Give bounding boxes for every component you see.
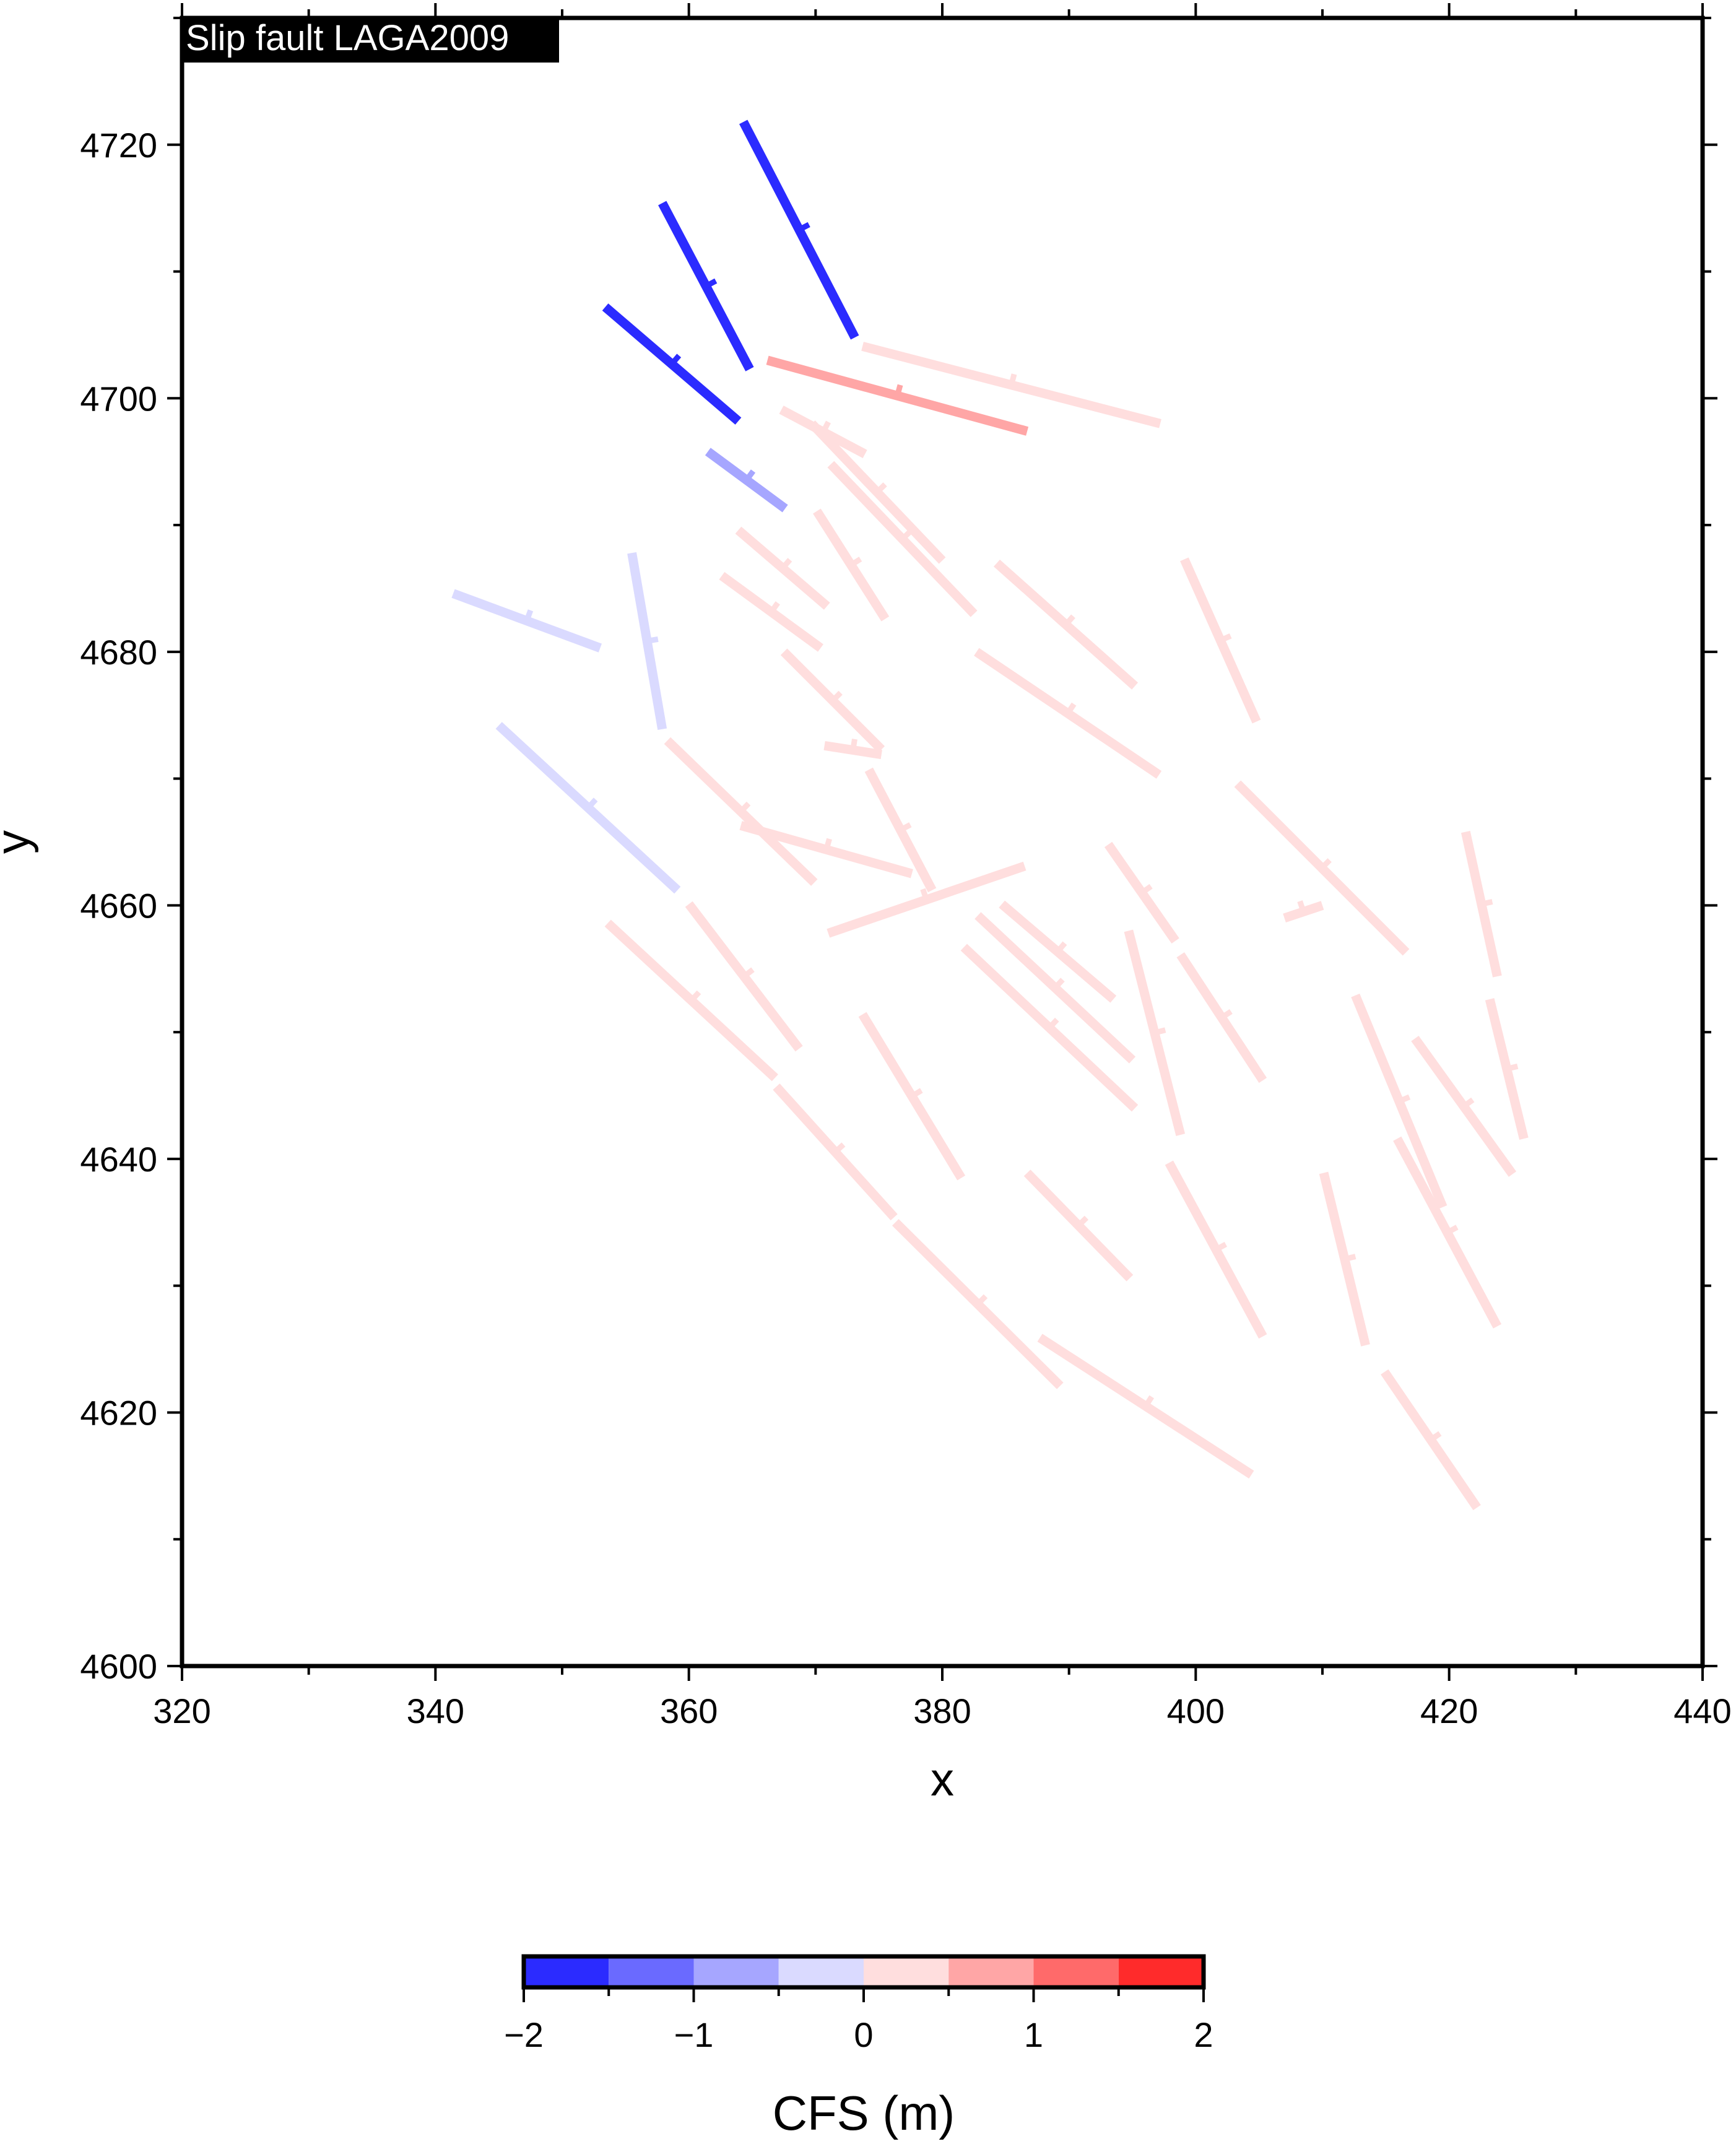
colorbar-bins [524, 1956, 1204, 1987]
fault-dip-tick [689, 990, 701, 1003]
fault-trace [1023, 1170, 1134, 1282]
colorbar-bin [1118, 1956, 1204, 1987]
fault-dip-tick [920, 888, 929, 901]
fault-dip-tick [1055, 941, 1067, 954]
fault-dip-tick [976, 1294, 988, 1306]
x-tick-label: 380 [913, 1691, 971, 1730]
y-axis-title: y [0, 830, 39, 854]
fault-dip-tick [742, 967, 755, 979]
fault-dip-tick [524, 609, 534, 622]
colorbar-tick-label: −2 [504, 2015, 544, 2054]
x-tick-label: 340 [407, 1691, 464, 1730]
fault-dip-tick [910, 1088, 923, 1099]
fault-trace [780, 648, 885, 753]
colorbar-tick-label: 0 [854, 2015, 873, 2054]
colorbar-title: CFS (m) [773, 2086, 955, 2140]
fault-dip-tick [1297, 900, 1306, 913]
x-axis-bottom: 320 340 360 380 400 420 440 [153, 1666, 1732, 1730]
fault-dip-tick [1480, 899, 1493, 907]
y-tick-label: 4680 [80, 633, 157, 672]
y-tick-label: 4640 [80, 1140, 157, 1179]
fault-dip-tick [1319, 858, 1332, 870]
colorbar-bin [524, 1956, 609, 1987]
x-tick-label: 320 [153, 1691, 210, 1730]
chart-title-text: Slip fault LAGA2009 [186, 18, 509, 58]
fault-dip-tick [1462, 1097, 1475, 1109]
plot-frame [180, 15, 1705, 1669]
fault-dip-tick [1220, 1009, 1233, 1020]
x-tick-label: 420 [1420, 1691, 1478, 1730]
fault-dip-tick [669, 354, 682, 366]
fault-dip-tick [1446, 1225, 1459, 1235]
colorbar-bin [948, 1956, 1034, 1987]
fault-dip-tick [1052, 978, 1065, 990]
fault-dip-tick [850, 739, 857, 751]
colorbar: −2 −1 0 1 2 CFS (m) [504, 1954, 1213, 2140]
chart-title-background [182, 18, 559, 63]
colorbar-tick-label: 1 [1024, 2015, 1043, 2054]
fault-dip-tick [875, 482, 887, 495]
colorbar-bin [778, 1956, 864, 1987]
y-tick-label: 4600 [80, 1647, 157, 1686]
plot-area: 320 340 360 380 400 420 440 460046204640466046… [80, 3, 1732, 1730]
y-tick-label: 4700 [80, 379, 157, 418]
colorbar-bin [1033, 1956, 1119, 1987]
fault-dip-tick [1065, 702, 1077, 715]
fault-dip-tick [1214, 1241, 1228, 1252]
colorbar-tick-label: 2 [1194, 2015, 1213, 2054]
fault-dip-tick [1140, 883, 1153, 895]
fault-trace [451, 589, 602, 653]
fault-dip-tick [1143, 1395, 1155, 1408]
fault-dip-tick [900, 529, 913, 541]
y-axis-right [1703, 17, 1717, 1667]
y-tick-label: 4620 [80, 1393, 157, 1432]
colorbar-tick-label: −1 [674, 2015, 714, 2054]
fault-dip-tick [1429, 1431, 1442, 1443]
x-tick-label: 400 [1167, 1691, 1225, 1730]
fault-dip-tick [1343, 1254, 1356, 1262]
y-tick-label: 4720 [80, 126, 157, 165]
colorbar-bin [609, 1956, 694, 1987]
fault-dip-tick [797, 222, 810, 232]
x-tick-label: 360 [660, 1691, 718, 1730]
fault-dip-tick [823, 838, 832, 851]
fault-dip-tick [744, 469, 756, 482]
x-axis-top [181, 3, 1704, 18]
colorbar-bin [693, 1956, 779, 1987]
fault-dip-tick [705, 278, 718, 289]
fault-dip-tick [895, 384, 903, 397]
fault-dip-tick [1047, 1017, 1059, 1030]
fault-dip-tick [739, 801, 751, 814]
fault-dip-tick [830, 690, 843, 703]
fault-dip-tick [1064, 614, 1075, 627]
fault-dip-tick [1506, 1063, 1519, 1072]
fault-dip-tick [1219, 633, 1232, 643]
fault-dip-tick [899, 822, 912, 833]
fault-dip-tick [646, 636, 659, 644]
fault-dip-tick [833, 1142, 846, 1155]
fault-dip-tick [1076, 1215, 1089, 1228]
colorbar-ticks: −2 −1 0 1 2 [504, 1987, 1213, 2054]
fault-traces [451, 119, 1529, 1511]
fault-dip-tick [769, 601, 780, 614]
fault-dip-tick [586, 797, 598, 810]
y-axis-left: 4600 4620 4640 4660 4680 4700 4720 [80, 17, 182, 1686]
fault-dip-tick [1153, 1027, 1166, 1036]
x-tick-label: 440 [1673, 1691, 1731, 1730]
fault-trace [1176, 952, 1267, 1083]
y-tick-label: 4660 [80, 886, 157, 925]
fault-dip-tick [849, 557, 862, 568]
x-axis-title: x [931, 1753, 954, 1806]
chart-title: Slip fault LAGA2009 [182, 18, 559, 63]
fault-dip-tick [1009, 373, 1017, 386]
fault-dip-tick [1398, 1094, 1411, 1104]
fault-dip-tick [780, 558, 792, 570]
colorbar-bin [864, 1956, 949, 1987]
